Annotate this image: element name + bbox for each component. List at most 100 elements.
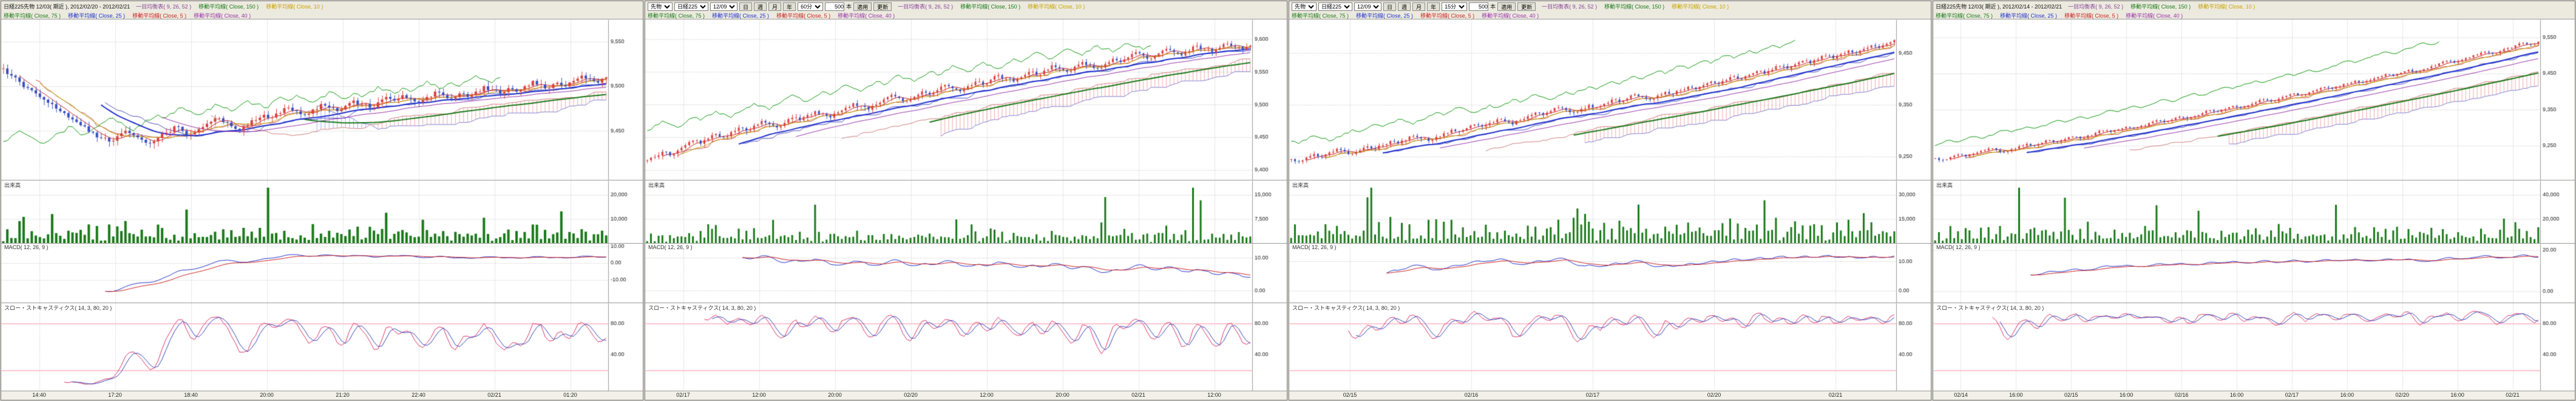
- macd-canvas[interactable]: [645, 244, 1287, 303]
- volume-pane: 出来高: [645, 180, 1287, 244]
- x-axis-label: 02/21: [1828, 392, 1843, 398]
- period-button[interactable]: 月: [768, 2, 782, 11]
- macd-pane-label: MACD( 12, 26, 9 ): [647, 244, 694, 250]
- x-axis-label: 16:00: [2009, 392, 2023, 398]
- macd-canvas[interactable]: [1, 244, 643, 303]
- volume-pane-label: 出来高: [3, 181, 22, 189]
- stochastics-pane: スロー・ストキャスティクス( 14, 3, 80, 20 ): [1933, 303, 2575, 391]
- toolbar-select[interactable]: 日経225: [674, 2, 708, 11]
- macd-pane-label: MACD( 12, 26, 9 ): [1935, 244, 1982, 250]
- stochastics-pane-label: スロー・ストキャスティクス( 14, 3, 80, 20 ): [1935, 304, 2046, 312]
- legend-entry: 移動平均線( Close, 40 ): [838, 12, 895, 19]
- refresh-button[interactable]: 更新: [873, 2, 892, 11]
- toolbar-select[interactable]: 先物: [648, 2, 673, 11]
- x-axis-label: 02/21: [2506, 392, 2520, 398]
- legend-row-1: 一目均衡表( 9, 26, 52 ) 移動平均線( Close, 150 ) 移動平…: [2068, 2, 2255, 10]
- legend-entry: 移動平均線( Close, 5 ): [1420, 12, 1475, 19]
- x-axis-label: 21:20: [336, 392, 350, 398]
- volume-pane: 出来高: [1, 180, 643, 244]
- period-button[interactable]: 年: [783, 2, 796, 11]
- macd-pane: MACD( 12, 26, 9 ): [1, 244, 643, 303]
- legend-entry: 移動平均線( Close, 5 ): [776, 12, 831, 19]
- legend-entry: 移動平均線( Close, 25 ): [68, 12, 126, 19]
- interval-select[interactable]: 60分: [798, 2, 824, 11]
- legend-entry: 移動平均線( Close, 75 ): [1936, 12, 1993, 19]
- volume-pane-label: 出来高: [1935, 181, 1954, 189]
- toolbar-select[interactable]: 12/09: [1354, 2, 1381, 11]
- interval-select[interactable]: 15分: [1442, 2, 1468, 11]
- apply-button[interactable]: 適用: [853, 2, 872, 11]
- volume-canvas[interactable]: [1289, 180, 1931, 243]
- stochastics-pane: スロー・ストキャスティクス( 14, 3, 80, 20 ): [1, 303, 643, 391]
- legend-entry: 移動平均線( Close, 5 ): [2064, 12, 2119, 19]
- panel-subheader: 移動平均線( Close, 75 ) 移動平均線( Close, 25 ) 移動平均…: [1289, 12, 1931, 19]
- stochastics-canvas[interactable]: [1289, 303, 1931, 391]
- legend-entry: 一目均衡表( 9, 26, 52 ): [136, 4, 192, 10]
- legend-entry: 移動平均線( Close, 25 ): [1356, 12, 1414, 19]
- legend-row-2: 移動平均線( Close, 75 ) 移動平均線( Close, 25 ) 移動平均…: [4, 12, 251, 19]
- period-button[interactable]: 週: [754, 2, 767, 11]
- period-button[interactable]: 年: [1427, 2, 1440, 11]
- x-axis-label: 02/20: [904, 392, 918, 398]
- panel-header: 日経225先物 12/03( 期近 ), 2012/02/20 - 2012/0…: [1, 1, 643, 12]
- stochastics-canvas[interactable]: [1933, 303, 2575, 391]
- legend-row-2: 移動平均線( Close, 75 ) 移動平均線( Close, 25 ) 移動平均…: [1292, 12, 1539, 19]
- time-axis: 14:40 17:20 18:40 20:00 21:20 22:40 02/21 01:20: [1, 391, 643, 400]
- period-button[interactable]: 週: [1398, 2, 1411, 11]
- x-axis-label: 16:00: [2229, 392, 2244, 398]
- stochastics-pane: スロー・ストキャスティクス( 14, 3, 80, 20 ): [1289, 303, 1931, 391]
- toolbar-select[interactable]: 先物: [1292, 2, 1317, 11]
- stochastics-pane-label: スロー・ストキャスティクス( 14, 3, 80, 20 ): [1291, 304, 1402, 312]
- legend-entry: 移動平均線( Close, 150 ): [1604, 4, 1665, 10]
- legend-entry: 移動平均線( Close, 75 ): [4, 12, 61, 19]
- toolbar-select[interactable]: 日経225: [1318, 2, 1352, 11]
- x-axis-label: 12:00: [980, 392, 994, 398]
- legend-entry: 移動平均線( Close, 25 ): [2000, 12, 2058, 19]
- legend-entry: 移動平均線( Close, 40 ): [194, 12, 251, 19]
- legend-entry: 移動平均線( Close, 150 ): [2130, 4, 2191, 10]
- legend-row-2: 移動平均線( Close, 75 ) 移動平均線( Close, 25 ) 移動平均…: [648, 12, 895, 19]
- macd-pane-label: MACD( 12, 26, 9 ): [1291, 244, 1338, 250]
- macd-pane: MACD( 12, 26, 9 ): [1933, 244, 2575, 303]
- price-chart-canvas[interactable]: [1289, 19, 1931, 180]
- macd-canvas[interactable]: [1289, 244, 1931, 303]
- stochastics-pane-label: スロー・ストキャスティクス( 14, 3, 80, 20 ): [647, 304, 758, 312]
- period-button[interactable]: 日: [1383, 2, 1397, 11]
- legend-row-1: 一目均衡表( 9, 26, 52 ) 移動平均線( Close, 150 ) 移動平…: [898, 2, 1085, 10]
- stochastics-pane-label: スロー・ストキャスティクス( 14, 3, 80, 20 ): [3, 304, 114, 312]
- period-button[interactable]: 日: [739, 2, 753, 11]
- period-button[interactable]: 月: [1412, 2, 1426, 11]
- x-axis-label: 02/17: [2285, 392, 2299, 398]
- x-axis-label: 02/20: [1707, 392, 1721, 398]
- x-axis-label: 12:00: [752, 392, 766, 398]
- bars-count-input[interactable]: [825, 2, 845, 11]
- bars-count-input[interactable]: [1469, 2, 1489, 11]
- volume-canvas[interactable]: [1933, 180, 2575, 243]
- volume-canvas[interactable]: [1, 180, 643, 243]
- x-axis-label: 16:00: [2450, 392, 2464, 398]
- toolbar-select[interactable]: 12/09: [710, 2, 737, 11]
- volume-canvas[interactable]: [645, 180, 1287, 243]
- price-chart-canvas[interactable]: [645, 19, 1287, 180]
- stochastics-canvas[interactable]: [1, 303, 643, 391]
- stochastics-pane: スロー・ストキャスティクス( 14, 3, 80, 20 ): [645, 303, 1287, 391]
- x-axis-label: 12:00: [1207, 392, 1221, 398]
- volume-pane: 出来高: [1289, 180, 1931, 244]
- legend-entry: 移動平均線( Close, 10 ): [1672, 4, 1729, 10]
- macd-pane: MACD( 12, 26, 9 ): [645, 244, 1287, 303]
- price-chart-canvas[interactable]: [1933, 19, 2575, 180]
- price-chart-pane: [1933, 19, 2575, 180]
- x-axis-label: 02/21: [1131, 392, 1145, 398]
- panel-subheader: 移動平均線( Close, 75 ) 移動平均線( Close, 25 ) 移動平均…: [1, 12, 643, 19]
- x-axis-label: 18:40: [184, 392, 198, 398]
- x-axis-label: 02/14: [1954, 392, 1968, 398]
- price-chart-canvas[interactable]: [1, 19, 643, 180]
- macd-canvas[interactable]: [1933, 244, 2575, 303]
- bars-unit-label: 本: [1490, 4, 1496, 10]
- stochastics-canvas[interactable]: [645, 303, 1287, 391]
- refresh-button[interactable]: 更新: [1517, 2, 1536, 11]
- apply-button[interactable]: 適用: [1497, 2, 1516, 11]
